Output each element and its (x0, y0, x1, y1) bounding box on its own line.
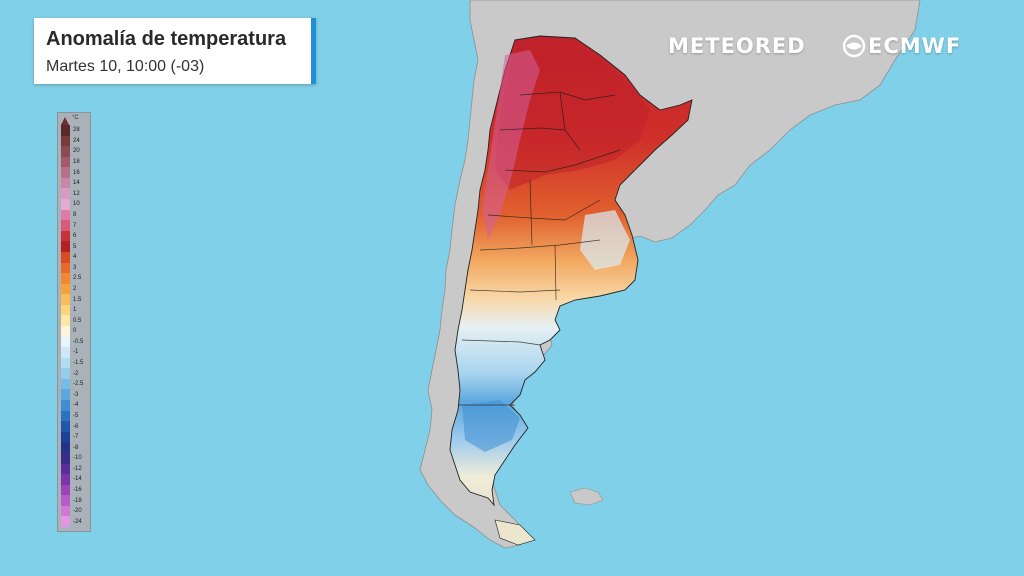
legend-label: -1 (73, 349, 79, 356)
cool-patch-south (462, 400, 520, 452)
color-legend: °C 28 24 20 18 16 14 12 10 8 7 6 5 4 3 2.5 2 1.5 1 0.5 0 -0.… (57, 112, 91, 532)
legend-swatch (61, 368, 70, 380)
legend-label: -3 (73, 391, 79, 398)
legend-swatch (61, 442, 70, 454)
legend-label: -24 (73, 518, 82, 525)
legend-label: 12 (73, 190, 80, 197)
title-accent-bar (311, 18, 316, 84)
legend-swatch (61, 315, 70, 327)
legend-swatch (61, 167, 70, 179)
legend-label: 3 (73, 264, 77, 271)
legend-label: 4 (73, 254, 77, 261)
legend-swatch (61, 431, 70, 443)
tierra-del-fuego (494, 519, 536, 546)
legend-swatch (61, 389, 70, 401)
legend-label: 2 (73, 285, 77, 292)
legend-label: -7 (73, 434, 79, 441)
province-borders (458, 91, 621, 406)
legend-swatch (61, 188, 70, 200)
legend-label: 7 (73, 222, 77, 229)
legend-swatch (61, 156, 70, 168)
legend-swatch (61, 463, 70, 475)
legend-label: -0.5 (73, 338, 84, 345)
legend-label: 0.5 (73, 317, 82, 324)
legend-swatch (61, 241, 70, 253)
legend-label: 16 (73, 169, 80, 176)
legend-swatch (61, 230, 70, 242)
legend-label: 20 (73, 148, 80, 155)
legend-label: 24 (73, 137, 80, 144)
legend-label: -4 (73, 402, 79, 409)
legend-colorbar (61, 125, 70, 528)
legend-label: -10 (73, 455, 82, 462)
legend-label: 5 (73, 243, 77, 250)
heat-pink-andes (482, 50, 540, 240)
legend-label: -12 (73, 465, 82, 472)
legend-swatch (61, 273, 70, 285)
legend-swatch (61, 495, 70, 507)
legend-swatch (61, 199, 70, 211)
legend-label: 0 (73, 328, 77, 335)
legend-swatch (61, 125, 70, 137)
legend-swatch (61, 326, 70, 338)
map-title: Anomalía de temperatura (46, 28, 287, 50)
legend-swatch (61, 484, 70, 496)
legend-swatch (61, 400, 70, 412)
legend-swatch (61, 304, 70, 316)
legend-label: 8 (73, 211, 77, 218)
ecmwf-logo-text: ECMWF (868, 34, 962, 58)
legend-label: -2.5 (73, 381, 84, 388)
legend-swatch (61, 251, 70, 264)
legend-swatch (61, 146, 70, 158)
legend-swatch (61, 474, 70, 486)
legend-swatch (61, 378, 70, 390)
legend-swatch (61, 135, 70, 147)
legend-swatch (61, 505, 70, 517)
legend-swatch (61, 347, 70, 359)
legend-label: -16 (73, 486, 82, 493)
legend-max-triangle-icon (61, 117, 69, 125)
legend-swatch (61, 336, 70, 348)
legend-swatch (61, 283, 70, 295)
meteored-logo: METEORED (668, 34, 806, 58)
legend-swatch (61, 452, 70, 465)
legend-swatch (61, 410, 70, 422)
legend-label: -8 (73, 444, 79, 451)
legend-label: 1.5 (73, 296, 82, 303)
legend-label: 2.5 (73, 275, 82, 282)
legend-label: -2 (73, 370, 79, 377)
legend-label: 6 (73, 233, 77, 240)
legend-label: -20 (73, 508, 82, 515)
legend-swatch (61, 421, 70, 433)
legend-label: 14 (73, 180, 80, 187)
legend-swatch (61, 294, 70, 306)
legend-label: 18 (73, 159, 80, 166)
ecmwf-logo-icon (842, 34, 866, 58)
legend-label: 1 (73, 307, 77, 314)
legend-label: 28 (73, 127, 80, 134)
legend-swatch (61, 220, 70, 232)
legend-label: -1.5 (73, 360, 84, 367)
legend-swatch (61, 516, 70, 528)
legend-swatch (61, 177, 70, 189)
legend-label: -18 (73, 497, 82, 504)
legend-unit: °C (72, 115, 79, 121)
legend-label: -6 (73, 423, 79, 430)
legend-swatch (61, 209, 70, 221)
map-timestamp: Martes 10, 10:00 (-03) (46, 58, 205, 75)
legend-label: 10 (73, 201, 80, 208)
legend-label: -5 (73, 412, 79, 419)
title-panel: Anomalía de temperatura Martes 10, 10:00… (34, 18, 316, 84)
cool-patch-pampas (580, 210, 630, 270)
legend-swatch (61, 357, 70, 369)
legend-swatch (61, 262, 70, 274)
legend-label: -14 (73, 476, 82, 483)
falkland-islands (569, 487, 604, 506)
